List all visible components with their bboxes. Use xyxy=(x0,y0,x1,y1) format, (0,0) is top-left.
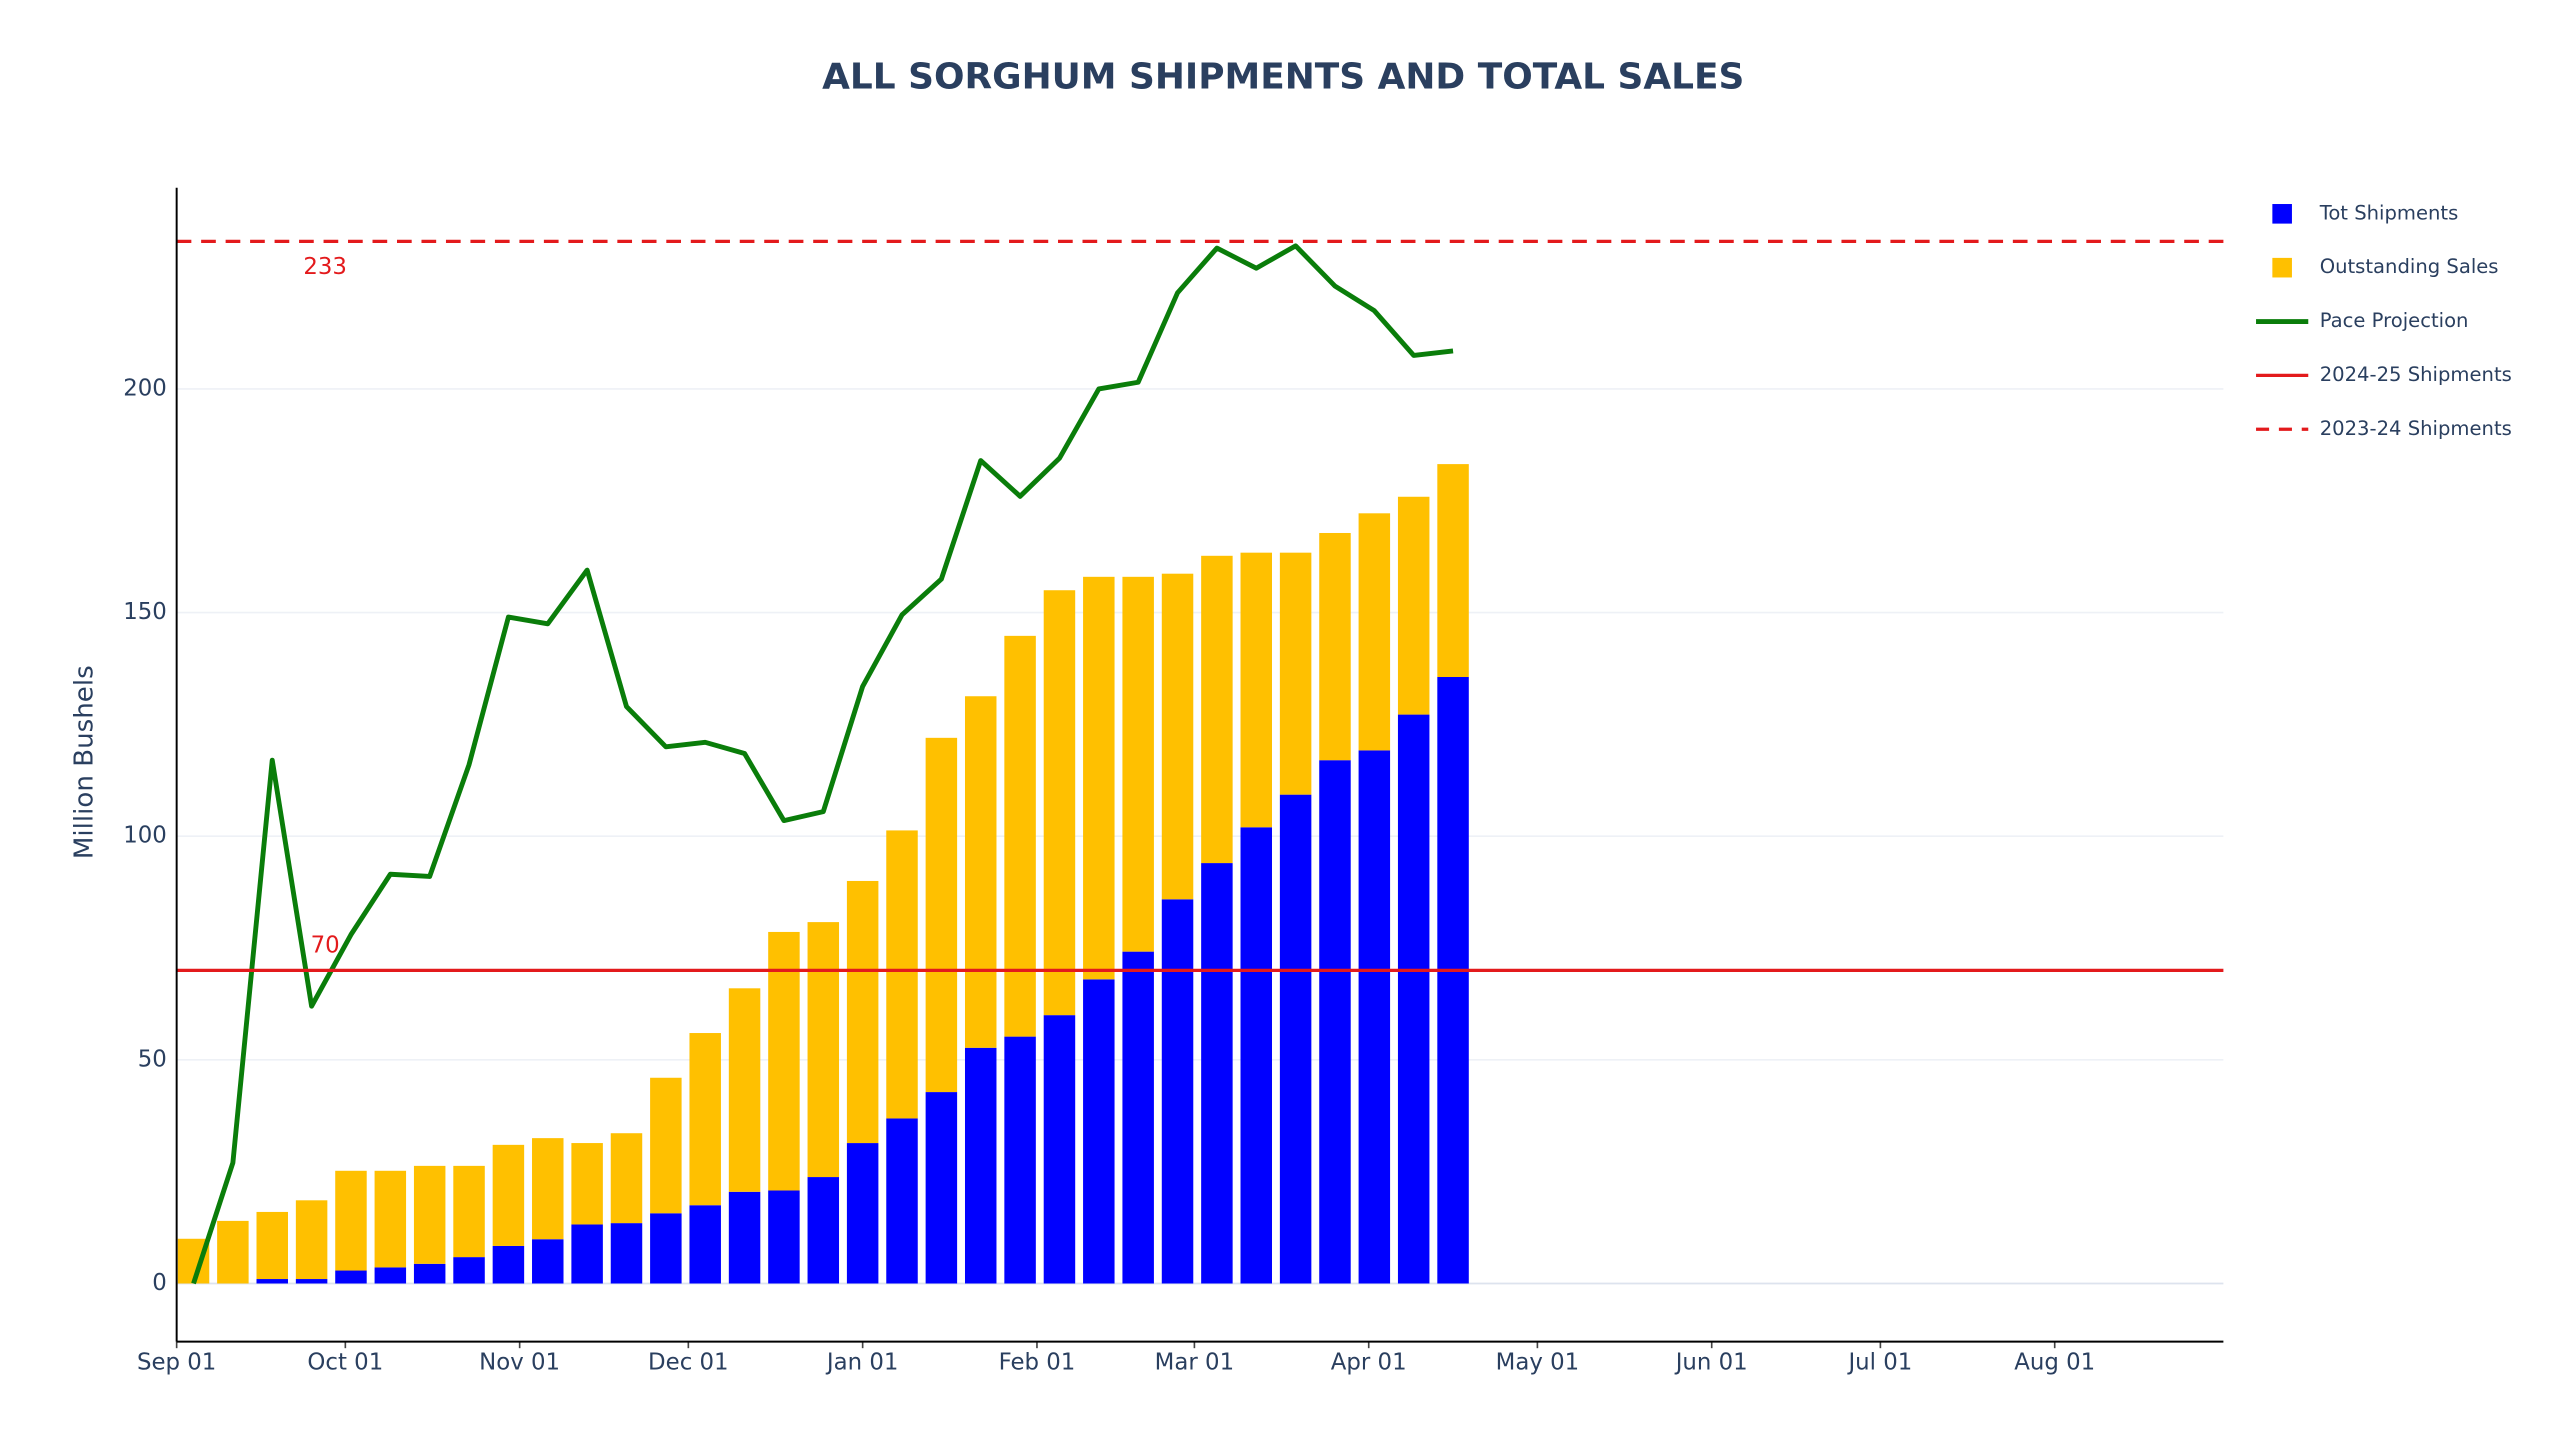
x-tick-label: Mar 01 xyxy=(1155,1349,1234,1375)
bar xyxy=(689,1033,721,1206)
bar xyxy=(1240,552,1272,828)
reference-label: 233 xyxy=(303,254,347,280)
bar xyxy=(453,1165,485,1258)
bar xyxy=(1004,1036,1036,1284)
bar xyxy=(728,988,761,1192)
bar xyxy=(768,931,800,1191)
y-tick-label: 50 xyxy=(138,1046,167,1072)
legend-marker xyxy=(2272,257,2292,278)
bar xyxy=(1083,576,1115,980)
bar xyxy=(532,1138,564,1240)
bar xyxy=(886,830,918,1119)
bar xyxy=(1279,794,1312,1284)
bar xyxy=(532,1239,564,1284)
bar xyxy=(256,1211,288,1280)
y-tick-label: 200 xyxy=(123,375,167,401)
bar xyxy=(374,1170,407,1268)
x-tick-label: Nov 01 xyxy=(479,1349,560,1375)
bar xyxy=(1122,576,1154,952)
bar xyxy=(571,1143,603,1225)
bar xyxy=(492,1144,525,1246)
legend-label: Pace Projection xyxy=(2320,309,2469,332)
bar xyxy=(650,1077,682,1214)
bar xyxy=(295,1279,328,1284)
bar xyxy=(256,1279,288,1284)
y-tick-label: 150 xyxy=(123,599,167,625)
legend-label: 2023-24 Shipments xyxy=(2320,417,2512,440)
bar xyxy=(1201,863,1233,1284)
bar xyxy=(1319,760,1351,1284)
x-tick-label: Jul 01 xyxy=(1846,1349,1912,1375)
legend-label: 2024-25 Shipments xyxy=(2320,363,2512,386)
x-tick-label: Apr 01 xyxy=(1331,1349,1407,1375)
bar xyxy=(571,1224,603,1284)
x-tick-label: May 01 xyxy=(1496,1349,1580,1375)
bar xyxy=(925,1092,958,1284)
bar xyxy=(1043,1015,1076,1284)
bar xyxy=(925,737,958,1093)
bar xyxy=(217,1220,249,1284)
x-tick-label: Jun 01 xyxy=(1674,1349,1748,1375)
bar xyxy=(1201,555,1233,864)
y-tick-label: 0 xyxy=(152,1270,167,1296)
bar xyxy=(964,1047,997,1284)
bar xyxy=(650,1213,682,1284)
bar xyxy=(886,1118,918,1284)
bar xyxy=(1122,951,1154,1284)
chart-title: ALL SORGHUM SHIPMENTS AND TOTAL SALES xyxy=(822,56,1744,97)
bar xyxy=(768,1190,800,1284)
bar xyxy=(1437,464,1469,678)
bar xyxy=(1397,714,1430,1284)
bar xyxy=(1043,590,1076,1016)
x-tick-label: Dec 01 xyxy=(648,1349,729,1375)
x-tick-label: Jan 01 xyxy=(825,1349,899,1375)
bar xyxy=(1161,573,1194,900)
bar xyxy=(335,1270,367,1284)
bar xyxy=(413,1263,446,1284)
bar xyxy=(964,696,997,1048)
legend-label: Outstanding Sales xyxy=(2320,255,2499,278)
bar xyxy=(846,1143,879,1284)
bar xyxy=(374,1267,407,1284)
bar xyxy=(1004,635,1036,1037)
legend-marker xyxy=(2272,204,2292,224)
y-axis-title: Million Bushels xyxy=(70,665,100,859)
bar xyxy=(1319,532,1351,761)
line xyxy=(191,243,1454,1285)
bar xyxy=(807,922,840,1178)
x-tick-label: Feb 01 xyxy=(999,1349,1076,1375)
bar xyxy=(492,1245,525,1284)
bar xyxy=(846,880,879,1144)
x-tick-label: Sep 01 xyxy=(137,1349,216,1375)
bar xyxy=(413,1165,446,1264)
bar xyxy=(728,1191,761,1284)
bar xyxy=(335,1170,367,1271)
bar xyxy=(1437,677,1469,1284)
bar xyxy=(689,1205,721,1284)
x-tick-label: Aug 01 xyxy=(2014,1349,2095,1375)
bar xyxy=(1161,899,1194,1284)
legend-label: Tot Shipments xyxy=(2319,201,2459,224)
bar xyxy=(1083,979,1115,1284)
bar xyxy=(1240,827,1272,1284)
bar xyxy=(610,1133,643,1224)
reference-label: 70 xyxy=(311,932,340,958)
bar xyxy=(807,1177,840,1284)
bar xyxy=(1397,496,1430,715)
bar xyxy=(295,1200,328,1280)
bar xyxy=(1358,750,1391,1284)
bar xyxy=(453,1257,485,1284)
bar xyxy=(1358,513,1391,751)
y-tick-label: 100 xyxy=(123,823,167,849)
x-tick-label: Oct 01 xyxy=(307,1349,383,1375)
bar xyxy=(610,1223,643,1284)
bar xyxy=(1279,552,1312,795)
